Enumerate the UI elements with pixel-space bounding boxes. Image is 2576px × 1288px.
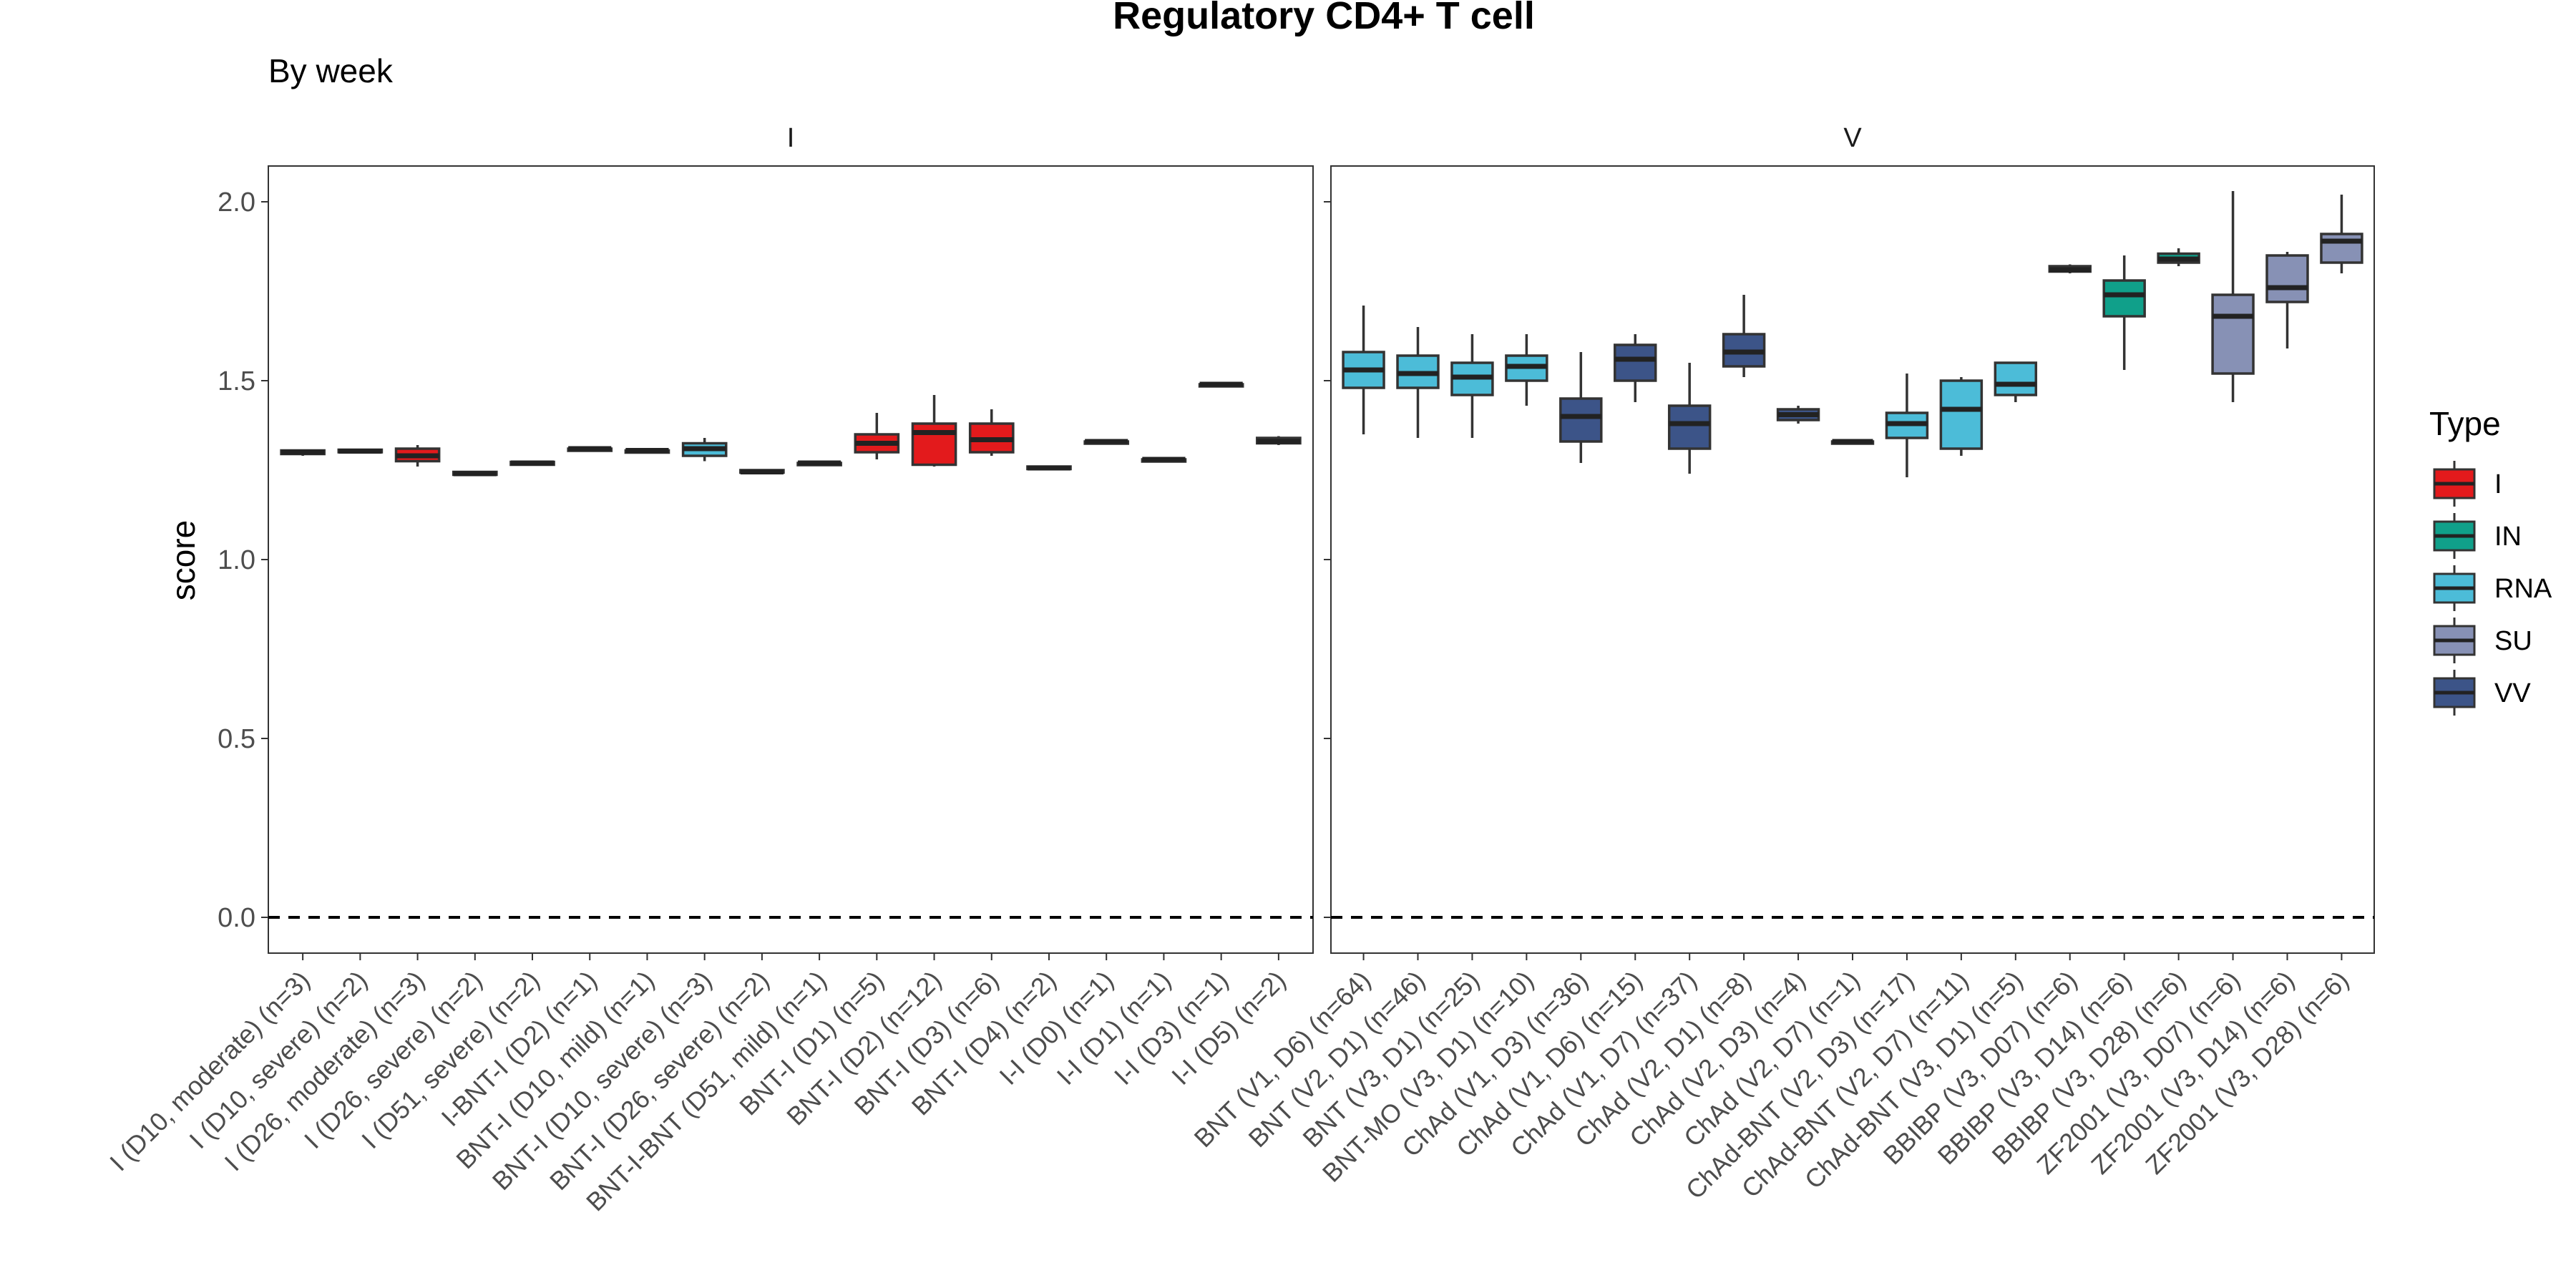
box-body	[1939, 379, 1984, 450]
box-body	[1559, 397, 1603, 443]
legend-label: RNA	[2494, 574, 2552, 604]
legend-label: VV	[2494, 678, 2531, 708]
legend: Type I IN RNA SU VV	[2429, 405, 2552, 716]
panel-border	[268, 165, 1314, 954]
legend-item-RNA: RNA	[2433, 565, 2552, 611]
y-axis-label: score	[165, 520, 202, 600]
chart-subtitle: By week	[268, 52, 394, 89]
chart-title: Regulatory CD4+ T cell	[1113, 0, 1535, 37]
panel-strip-label: V	[1843, 123, 1862, 153]
panel-strip-label: I	[787, 123, 795, 153]
box-body	[2320, 233, 2363, 264]
legend-label: IN	[2494, 522, 2522, 552]
y-tick-label: 1.0	[218, 545, 255, 575]
y-tick-label: 0.5	[218, 724, 255, 754]
panel-border	[1330, 165, 2375, 954]
panel-I: I0.00.51.01.52.0I (D10, moderate) (n=3)I…	[104, 123, 1314, 1216]
y-tick-label: 1.5	[218, 366, 255, 396]
box-body	[1994, 361, 2038, 396]
box-body	[2265, 254, 2309, 303]
box-body	[911, 422, 957, 467]
legend-title: Type	[2429, 405, 2501, 442]
box-body	[2102, 279, 2146, 318]
box-body	[2211, 293, 2255, 375]
legend-item-IN: IN	[2433, 513, 2522, 559]
y-tick-label: 2.0	[218, 187, 255, 218]
legend-label: SU	[2494, 626, 2532, 656]
legend-label: I	[2494, 469, 2502, 499]
legend-item-I: I	[2433, 461, 2502, 507]
box-body	[1667, 404, 1712, 450]
panels: I0.00.51.01.52.0I (D10, moderate) (n=3)I…	[104, 123, 2375, 1216]
y-tick-label: 0.0	[218, 903, 255, 933]
legend-item-SU: SU	[2433, 618, 2532, 663]
legend-item-VV: VV	[2433, 670, 2531, 716]
box-body	[1614, 343, 1657, 382]
